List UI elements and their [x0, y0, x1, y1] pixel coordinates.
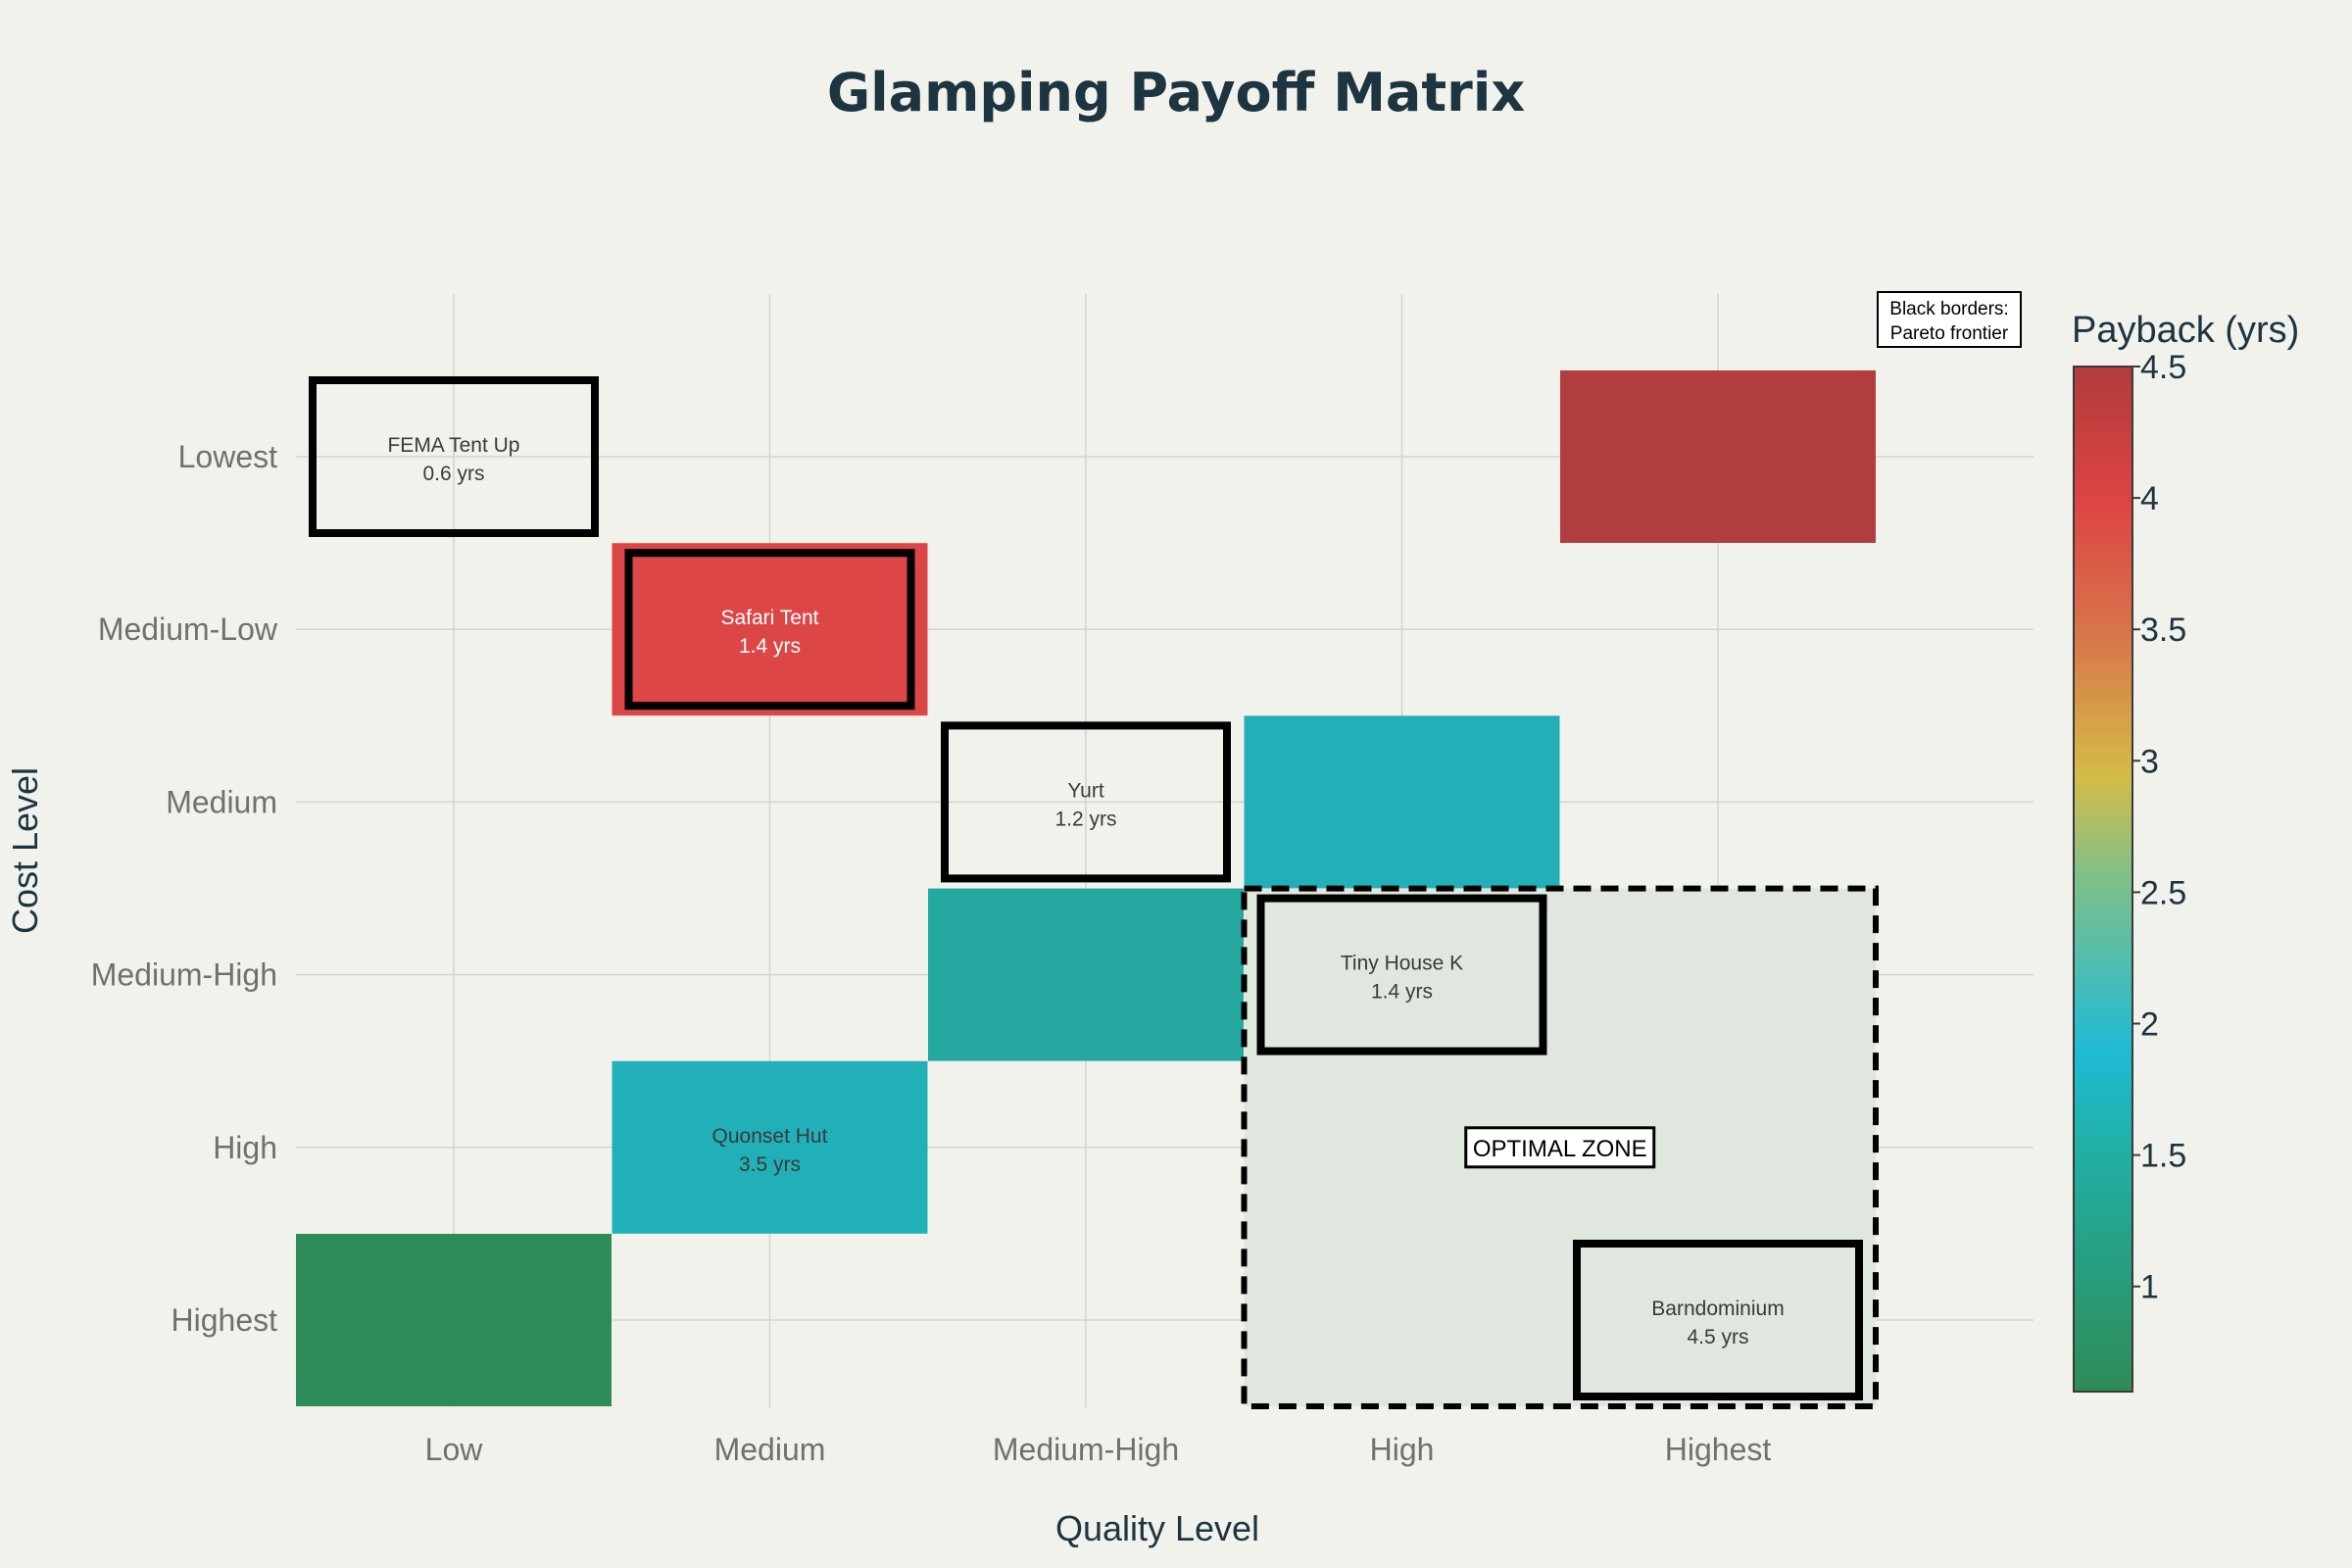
optimal-zone-label: OPTIMAL ZONE — [1473, 1136, 1647, 1162]
x-tick-medium: Medium — [714, 1432, 826, 1467]
cell-low-lowest-pareto-border — [309, 376, 599, 537]
cell-medium-high-value-label: 3.5 yrs — [739, 1153, 801, 1176]
cell-medium-high-name: Quonset Hut — [712, 1125, 828, 1148]
cell-high-medium-high-name: Tiny House K — [1341, 953, 1463, 975]
annotation-box — [1877, 291, 2022, 348]
cell-medium-high-medium-value-label: 1.2 yrs — [1054, 808, 1116, 830]
cell-high-medium-high-value-label: 1.4 yrs — [1371, 981, 1433, 1004]
x-tick-high: High — [1370, 1432, 1435, 1467]
colorbar-tick-label: 4 — [2140, 480, 2159, 517]
cell-high-medium-high-pareto-border — [1256, 894, 1547, 1055]
cell-medium-medium-low-value-label: 1.4 yrs — [739, 635, 801, 658]
optimal-zone-border — [1241, 885, 1879, 1409]
axis-ticks: Low Medium Medium-High High Highest Lowest Med… — [91, 439, 1772, 1467]
pareto-annotation: Black borders: Pareto frontier — [1877, 291, 2022, 348]
cell-medium-high-medium-name: Yurt — [1067, 779, 1104, 802]
cell-low-highest — [296, 1234, 612, 1406]
cell-low-lowest-name: FEMA Tent Up — [387, 434, 519, 457]
colorbar-tick-label: 1 — [2140, 1269, 2159, 1306]
y-tick-highest: Highest — [172, 1302, 278, 1338]
colorbar-tick-label: 3.5 — [2140, 612, 2186, 649]
cell-highest-lowest — [1560, 370, 1876, 543]
cell-medium-high-medium-pareto-border — [941, 721, 1231, 883]
y-tick-lowest: Lowest — [178, 439, 278, 474]
colorbar: Payback (yrs) 1 1.5 2 2.5 3 3.5 4 4.5 — [2072, 310, 2299, 1393]
chart-title: Glamping Payoff Matrix — [827, 62, 1525, 123]
colorbar-title: Payback (yrs) — [2072, 310, 2299, 351]
y-tick-high: High — [213, 1130, 277, 1165]
cell-medium-medium-low-name: Safari Tent — [720, 607, 818, 629]
colorbar-tick-label: 3 — [2140, 743, 2159, 780]
cell-low-lowest-value-label: 0.6 yrs — [422, 463, 484, 485]
colorbar-ticks: 1 1.5 2 2.5 3 3.5 4 4.5 — [2132, 349, 2186, 1306]
optimal-zone: OPTIMAL ZONE — [1241, 885, 1879, 1409]
y-tick-medium-high: Medium-High — [91, 957, 277, 993]
y-tick-medium: Medium — [166, 784, 277, 819]
y-axis-title: Cost Level — [5, 767, 45, 934]
x-tick-medium-high: Medium-High — [993, 1432, 1179, 1467]
cell-medium-medium-low — [612, 543, 928, 716]
x-axis-title: Quality Level — [1055, 1508, 1259, 1548]
annotation-line-2: Pareto frontier — [1890, 323, 2009, 344]
colorbar-tick-label: 1.5 — [2140, 1138, 2186, 1175]
y-tick-medium-low: Medium-Low — [98, 612, 278, 647]
optimal-zone-label-box — [1464, 1126, 1656, 1169]
colorbar-tick-label: 2.5 — [2140, 874, 2186, 911]
cell-highest-highest-name: Barndominium — [1651, 1298, 1784, 1320]
colorbar-gradient — [2073, 366, 2133, 1393]
x-tick-highest: Highest — [1665, 1432, 1772, 1467]
heatmap-cells: FEMA Tent Up 0.6 yrs Safari Tent 1.4 yrs Yur… — [296, 370, 1876, 1406]
cell-medium-high-medium-high — [928, 888, 1244, 1061]
x-tick-low: Low — [425, 1432, 484, 1467]
pareto-borders — [309, 376, 1863, 1400]
cell-high-medium — [1244, 715, 1560, 889]
annotation-line-1: Black borders: — [1889, 299, 2008, 319]
cell-highest-highest-value-label: 4.5 yrs — [1687, 1326, 1748, 1348]
colorbar-tick-label: 4.5 — [2140, 349, 2186, 386]
cell-medium-medium-low-pareto-border — [624, 549, 915, 710]
cell-highest-highest-pareto-border — [1573, 1240, 1863, 1400]
cell-medium-high — [612, 1060, 928, 1234]
colorbar-tick-label: 2 — [2140, 1006, 2159, 1044]
